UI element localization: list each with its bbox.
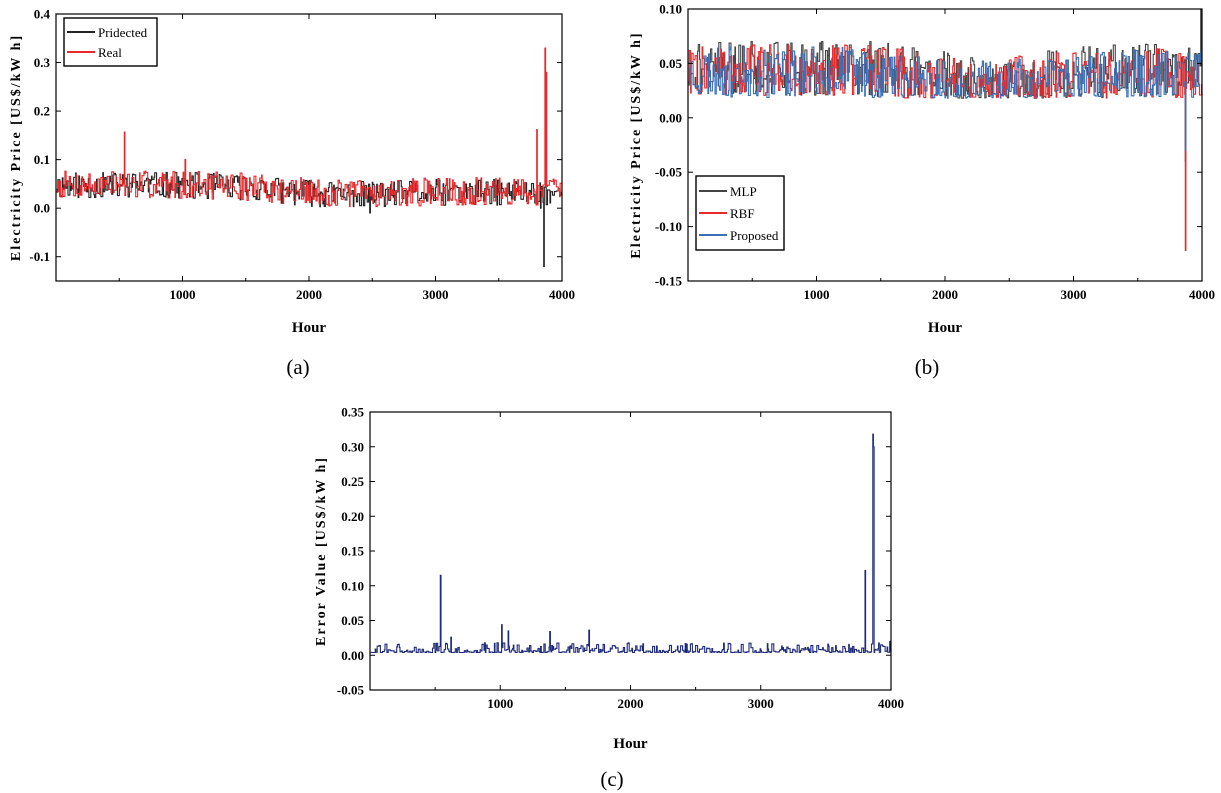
series-line-proposed — [688, 46, 1202, 151]
legend: Pridected Real — [63, 17, 158, 67]
x-axis-label: Hour — [292, 320, 327, 336]
x-tick-label: 3000 — [1061, 287, 1087, 302]
legend-label-proposed: Proposed — [730, 228, 779, 243]
legend-label-rbf: RBF — [730, 206, 755, 221]
y-axis-label: Error Value [US$/kW h] — [314, 456, 329, 646]
y-tick-label: 0.05 — [341, 613, 364, 628]
y-tick-label: 0.30 — [341, 439, 364, 454]
series-line-real — [56, 47, 562, 208]
y-axis-label: Electricity Price [US$/kW h] — [629, 31, 644, 258]
y-tick-label: 0.10 — [341, 578, 364, 593]
y-tick-label: 0.1 — [34, 152, 50, 167]
panel-caption: (a) — [286, 355, 309, 379]
legend-box — [63, 17, 158, 67]
series-group — [688, 9, 1202, 252]
series-line-pridected — [56, 171, 562, 267]
y-tick-label: 0.0 — [34, 201, 50, 216]
y-tick-label: -0.1 — [29, 249, 50, 264]
chart-1: 1000 2000 3000 4000 -0.1 0.0 0.1 0.2 0.3 0.4 Hour E… — [9, 7, 575, 380]
y-tick-label: 0.15 — [341, 544, 364, 559]
x-tick-label: 4000 — [549, 287, 575, 302]
y-tick-label: 0.2 — [34, 104, 50, 119]
y-tick-label: -0.15 — [655, 274, 683, 289]
x-tick-label: 1000 — [170, 287, 196, 302]
x-tick-label: 1000 — [487, 696, 513, 711]
y-tick-label: 0.10 — [659, 2, 682, 17]
y-axis-label: Electricity Price [US$/kW h] — [9, 34, 24, 261]
x-tick-label: 4000 — [1189, 287, 1215, 302]
legend: MLP RBF Proposed — [695, 175, 785, 251]
y-tick-label: 0.05 — [659, 56, 682, 71]
x-tick-label: 1000 — [804, 287, 830, 302]
y-tick-label: 0.00 — [341, 648, 364, 663]
x-tick-label: 2000 — [932, 287, 958, 302]
y-tick-label: -0.10 — [655, 219, 682, 234]
chart-2: 1000 2000 3000 4000 -0.15 -0.10 -0.05 0.00 0.05 0… — [629, 2, 1215, 380]
series-group — [56, 47, 562, 267]
x-tick-label: 3000 — [423, 287, 449, 302]
y-tick-label: 0.35 — [341, 405, 364, 420]
y-tick-label: 0.4 — [34, 7, 51, 22]
y-tick-label: 0.20 — [341, 509, 364, 524]
panel-caption: (c) — [600, 767, 623, 791]
chart-3: 1000 2000 3000 4000 -0.05 0.00 0.05 0.10 0.15 0.2… — [314, 405, 904, 792]
x-tick-label: 3000 — [748, 696, 774, 711]
legend-label-mlp: MLP — [730, 184, 757, 199]
y-tick-label: 0.00 — [659, 110, 682, 125]
panel-caption: (b) — [915, 355, 940, 379]
legend-label-real: Real — [98, 45, 122, 60]
legend-label-pridected: Pridected — [98, 25, 148, 40]
y-tick-label: 0.25 — [341, 474, 364, 489]
x-tick-label: 2000 — [618, 696, 644, 711]
y-tick-label: -0.05 — [337, 683, 365, 698]
y-tick-label: 0.3 — [34, 55, 51, 70]
y-tick-label: -0.05 — [655, 165, 683, 180]
series-group — [370, 433, 891, 654]
x-tick-label: 4000 — [878, 696, 904, 711]
x-axis-label: Hour — [928, 320, 963, 336]
series-line-error — [370, 433, 891, 654]
x-axis-label: Hour — [613, 736, 648, 752]
x-tick-label: 2000 — [296, 287, 322, 302]
